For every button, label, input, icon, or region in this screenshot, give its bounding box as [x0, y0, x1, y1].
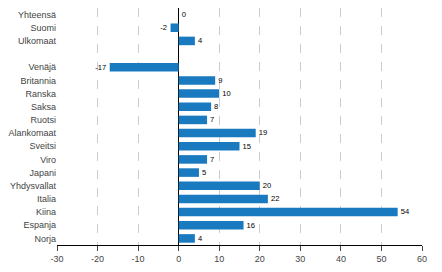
svg-text:10: 10 — [214, 254, 224, 264]
svg-text:-17: -17 — [95, 63, 106, 72]
svg-text:Venäjä: Venäjä — [28, 62, 56, 72]
svg-text:9: 9 — [218, 76, 222, 85]
svg-text:50: 50 — [376, 254, 386, 264]
svg-text:Yhteensä: Yhteensä — [18, 10, 56, 20]
svg-text:4: 4 — [198, 234, 202, 243]
svg-text:Alankomaat: Alankomaat — [8, 128, 56, 138]
svg-text:7: 7 — [210, 155, 214, 164]
svg-text:Suomi: Suomi — [30, 23, 56, 33]
svg-text:60: 60 — [417, 254, 427, 264]
svg-text:Ulkomaat: Ulkomaat — [18, 36, 57, 46]
svg-text:Italia: Italia — [37, 194, 56, 204]
svg-text:16: 16 — [247, 221, 255, 230]
svg-text:Kiina: Kiina — [36, 207, 56, 217]
svg-text:Ruotsi: Ruotsi — [30, 115, 56, 125]
svg-text:-30: -30 — [50, 254, 63, 264]
svg-text:8: 8 — [214, 102, 218, 111]
svg-text:-20: -20 — [91, 254, 104, 264]
svg-text:Norja: Norja — [34, 234, 56, 244]
svg-text:20: 20 — [255, 254, 265, 264]
svg-text:Ranska: Ranska — [25, 89, 56, 99]
svg-text:15: 15 — [243, 142, 251, 151]
svg-text:4: 4 — [198, 36, 202, 45]
svg-text:Espanja: Espanja — [23, 220, 56, 230]
svg-text:40: 40 — [336, 254, 346, 264]
svg-text:Saksa: Saksa — [31, 102, 56, 112]
svg-text:30: 30 — [295, 254, 305, 264]
svg-text:19: 19 — [259, 128, 267, 137]
svg-text:0: 0 — [182, 10, 186, 19]
svg-text:0: 0 — [176, 254, 181, 264]
svg-text:10: 10 — [222, 89, 230, 98]
svg-text:-10: -10 — [132, 254, 145, 264]
svg-text:Viro: Viro — [40, 155, 56, 165]
svg-text:-2: -2 — [160, 23, 167, 32]
svg-text:54: 54 — [401, 207, 409, 216]
svg-text:5: 5 — [202, 168, 206, 177]
svg-text:22: 22 — [271, 194, 279, 203]
svg-text:Sveitsi: Sveitsi — [29, 141, 56, 151]
svg-text:Japani: Japani — [29, 168, 56, 178]
svg-text:20: 20 — [263, 181, 271, 190]
svg-text:7: 7 — [210, 115, 214, 124]
svg-text:Britannia: Britannia — [20, 76, 56, 86]
svg-text:Yhdysvallat: Yhdysvallat — [10, 181, 57, 191]
